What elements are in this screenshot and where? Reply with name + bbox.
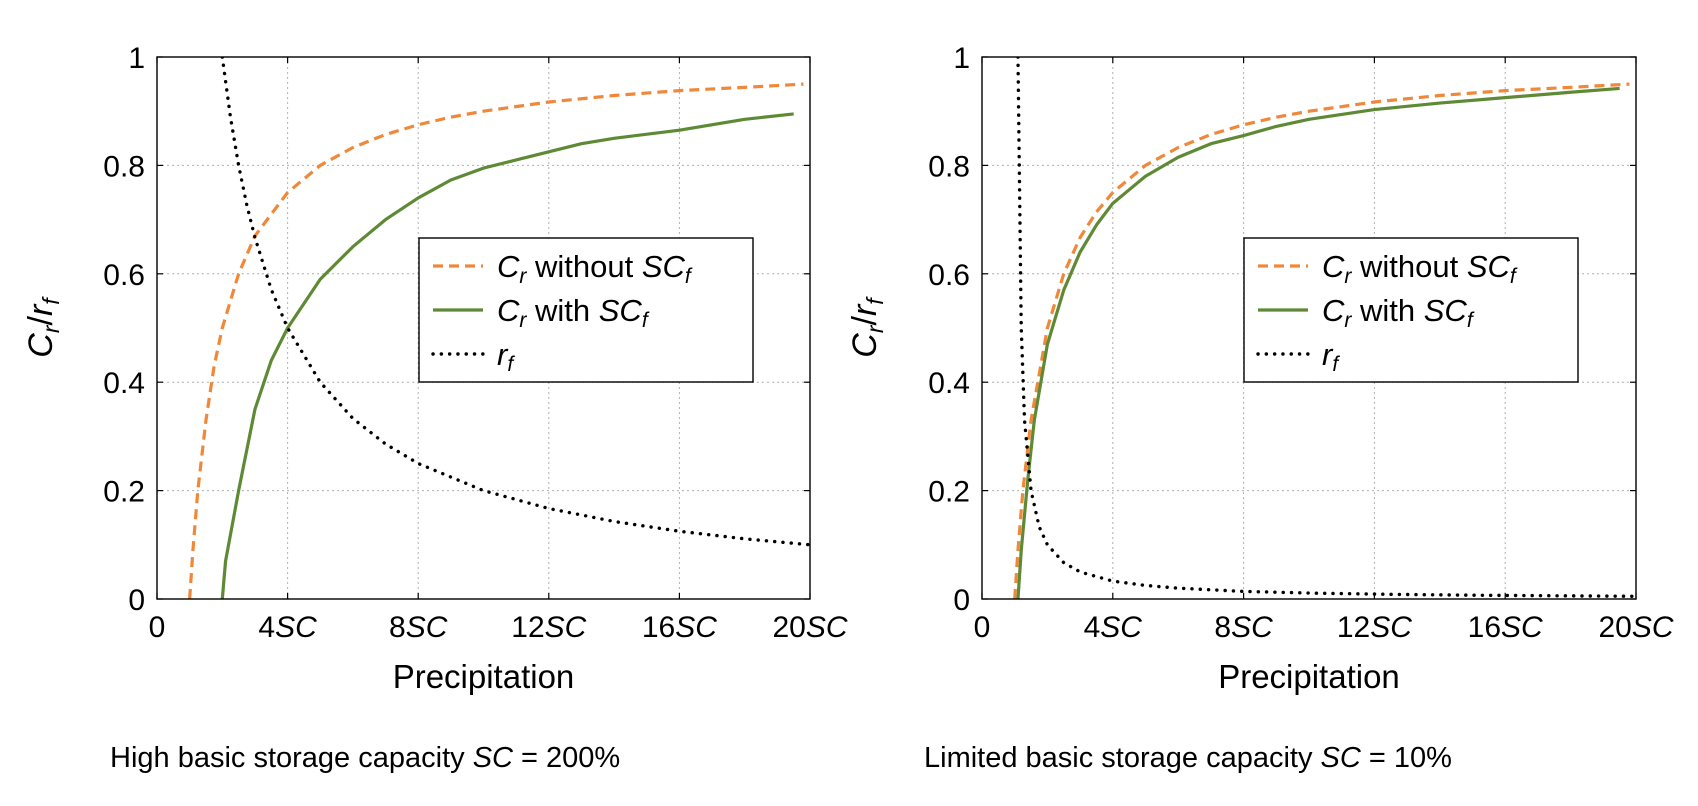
caption-left: High basic storage capacity SC = 200% <box>110 742 620 775</box>
series-line-without <box>1013 82 1630 599</box>
caption-right-var: SC <box>1320 742 1361 774</box>
plot-frame <box>981 56 1637 600</box>
plot-frame <box>156 56 811 600</box>
legend-label-rf: rf <box>1322 337 1340 376</box>
y-tick-label: 0 <box>953 584 970 617</box>
x-tick-label: 12SC <box>511 611 586 644</box>
chart-right: 0 4SC 8SC 12SC 16SC 20SC 0 0.2 0.4 0.6 0.8 1 Precipi… <box>846 42 1674 695</box>
caption-right-prefix: Limited basic storage capacity <box>924 742 1321 774</box>
x-axis-label: Precipitation <box>393 658 575 695</box>
x-tick-label: 20SC <box>772 611 847 644</box>
series-line-without <box>188 82 804 599</box>
caption-right: Limited basic storage capacity SC = 10% <box>924 742 1452 775</box>
x-tick-label: 16SC <box>642 611 717 644</box>
y-tick-label: 1 <box>953 42 970 75</box>
series-line-rf <box>220 57 810 547</box>
y-axis-label: Cr/rf <box>22 296 64 358</box>
y-tick-label: 0.4 <box>928 367 970 400</box>
x-tick-label: 0 <box>149 611 166 644</box>
x-tick-label: 4SC <box>258 611 317 644</box>
series-group-right <box>1013 57 1636 599</box>
legend-label-rf: rf <box>497 337 515 376</box>
y-tick-label: 0 <box>128 584 145 617</box>
y-tick-label: 0.8 <box>103 150 145 183</box>
y-axis-label: Cr/rf <box>846 296 888 358</box>
x-tick-label: 8SC <box>389 611 448 644</box>
legend-label-without: Cr without SCf <box>1322 249 1518 288</box>
y-tick-label: 0.2 <box>928 476 970 509</box>
y-tick-label: 0.4 <box>103 367 145 400</box>
x-tick-label: 0 <box>974 611 991 644</box>
series-line-with <box>1016 86 1620 599</box>
x-tick-label: 12SC <box>1337 611 1412 644</box>
chart-left: 0 4SC 8SC 12SC 16SC 20SC 0 0.2 0.4 0.6 0.8 1 Precipi… <box>22 42 848 695</box>
legend-left: Cr without SCf Cr with SCf rf <box>418 237 754 383</box>
legend-label-without: Cr without SCf <box>497 249 693 288</box>
x-tick-label: 8SC <box>1214 611 1273 644</box>
series-line-with <box>220 112 794 599</box>
series-group-left <box>188 57 810 599</box>
legend-right: Cr without SCf Cr with SCf rf <box>1243 237 1579 383</box>
x-tick-label: 4SC <box>1084 611 1143 644</box>
y-tick-label: 0.6 <box>103 259 145 292</box>
x-tick-label: 20SC <box>1598 611 1673 644</box>
caption-left-var: SC <box>472 742 513 774</box>
y-tick-label: 0.2 <box>103 476 145 509</box>
legend-label-with: Cr with SCf <box>1322 293 1475 332</box>
caption-left-eq: = 200% <box>512 742 621 774</box>
y-tick-label: 0.6 <box>928 259 970 292</box>
legend-label-with: Cr with SCf <box>497 293 650 332</box>
y-tick-label: 1 <box>128 42 145 75</box>
x-tick-label: 16SC <box>1468 611 1543 644</box>
series-line-rf <box>1016 57 1636 598</box>
caption-left-prefix: High basic storage capacity <box>110 742 473 774</box>
y-tick-label: 0.8 <box>928 150 970 183</box>
caption-right-eq: = 10% <box>1360 742 1452 774</box>
x-axis-label: Precipitation <box>1218 658 1400 695</box>
